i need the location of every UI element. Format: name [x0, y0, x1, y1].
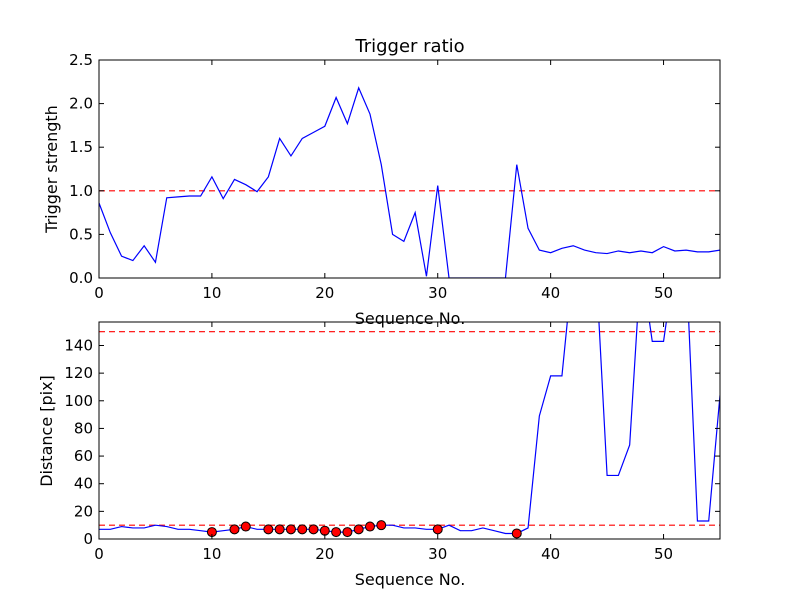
x-tick-label: 30 — [428, 545, 447, 563]
series-line — [99, 322, 720, 535]
y-tick-label: 1.5 — [69, 138, 93, 156]
y-axis-label: Distance [pix] — [37, 375, 56, 487]
y-tick-label: 2.0 — [69, 95, 93, 113]
y-tick-label: 140 — [64, 336, 93, 354]
distance-subplot: 0 10 20 30 40 50 0 20 40 60 80 100 120 140 Sequence N… — [37, 321, 721, 589]
y-tick-label: 1.0 — [69, 182, 93, 200]
data-point-marker — [364, 521, 375, 532]
chart-title: Trigger ratio — [354, 36, 464, 57]
y-axis-label: Trigger strength — [42, 105, 61, 234]
data-point-marker — [331, 527, 342, 538]
data-point-marker — [342, 527, 353, 538]
data-point-marker — [308, 524, 319, 535]
data-point-marker — [511, 528, 522, 539]
plot-frame — [98, 321, 721, 540]
data-point-marker — [274, 524, 285, 535]
y-tick-label: 2.5 — [69, 51, 93, 69]
x-tick-label: 40 — [541, 284, 560, 302]
trigger-ratio-plot-area: 0 10 20 30 40 50 0.0 0.5 1.0 1.5 2.0 2.5 — [69, 51, 721, 302]
trigger-ratio-subplot: Trigger ratio 0 10 20 30 40 50 0.0 0.5 1.0 1.5 2.0… — [42, 36, 721, 328]
x-tick-label: 30 — [428, 284, 447, 302]
y-tick-label: 40 — [74, 475, 93, 493]
x-tick-label: 0 — [94, 284, 104, 302]
x-tick-label: 10 — [202, 545, 221, 563]
y-tick-label: 120 — [64, 364, 93, 382]
plot-content — [99, 86, 720, 278]
x-tick-label: 20 — [315, 284, 334, 302]
x-tick-label: 40 — [541, 545, 560, 563]
data-point-marker — [229, 524, 240, 535]
y-tick-label: 0.0 — [69, 269, 93, 287]
data-point-marker — [353, 524, 364, 535]
y-tick-label: 60 — [74, 447, 93, 465]
x-tick-label: 0 — [94, 545, 104, 563]
data-point-marker — [240, 521, 251, 532]
x-tick-label: 20 — [315, 545, 334, 563]
data-point-marker — [285, 524, 296, 535]
x-axis-label: Sequence No. — [355, 570, 466, 589]
y-tick-label: 100 — [64, 392, 93, 410]
y-tick-label: 20 — [74, 502, 93, 520]
data-point-marker — [432, 524, 443, 535]
x-tick-label: 10 — [202, 284, 221, 302]
x-tick-label: 50 — [654, 284, 673, 302]
y-tick-label: 80 — [74, 419, 93, 437]
distance-plot-area: 0 10 20 30 40 50 0 20 40 60 80 100 120 140 — [64, 321, 721, 563]
y-tick-label: 0.5 — [69, 225, 93, 243]
x-axis-label: Sequence No. — [355, 309, 466, 328]
data-point-marker — [297, 524, 308, 535]
x-tick-label: 50 — [654, 545, 673, 563]
data-point-marker — [263, 524, 274, 535]
data-point-marker — [376, 520, 387, 531]
plot-content — [99, 322, 720, 539]
data-point-marker — [319, 525, 330, 536]
series-line — [99, 86, 720, 278]
plot-frame — [98, 59, 721, 279]
y-tick-label: 0 — [83, 530, 93, 548]
